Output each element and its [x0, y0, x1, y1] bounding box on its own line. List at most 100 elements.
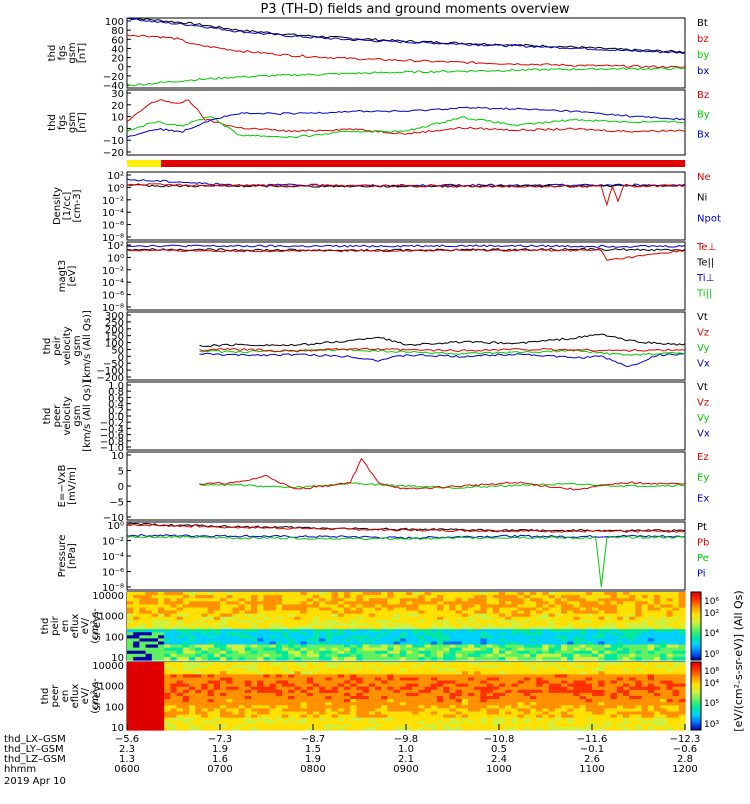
heatmap-cell: [220, 702, 227, 706]
y-tick-label: −10: [103, 136, 124, 147]
heatmap-cell: [449, 726, 457, 731]
heatmap-cell: [151, 662, 159, 666]
heatmap-cell: [176, 604, 184, 609]
heatmap-cell: [387, 705, 395, 709]
heatmap-cell: [356, 626, 364, 630]
heatmap-cell: [530, 677, 537, 682]
heatmap-cell: [499, 638, 506, 643]
legend-Vx: Vx: [697, 429, 710, 440]
heatmap-cell: [207, 671, 215, 675]
heatmap-cell: [133, 622, 140, 627]
heatmap-cell: [356, 680, 364, 685]
heatmap-cell: [430, 699, 438, 703]
heatmap-cell: [213, 696, 221, 700]
heatmap-cell: [424, 705, 432, 709]
heatmap-cell: [201, 622, 209, 627]
heatmap-cell: [300, 610, 308, 615]
heatmap-cell: [164, 665, 171, 669]
heatmap-cell: [585, 723, 593, 728]
heatmap-cell: [536, 622, 543, 627]
heatmap-cell: [635, 622, 643, 627]
heatmap-cell: [486, 653, 494, 658]
heatmap-cell: [567, 622, 574, 627]
heatmap-cell: [554, 689, 562, 694]
heatmap-cell: [592, 674, 599, 679]
heatmap-cell: [313, 696, 320, 700]
heatmap-cell: [244, 680, 252, 685]
heatmap-cell: [269, 613, 277, 618]
heatmap-cell: [207, 592, 215, 596]
heatmap-cell: [468, 635, 475, 639]
heatmap-cell: [381, 720, 388, 725]
heatmap-cell: [406, 613, 413, 618]
heatmap-cell: [554, 723, 562, 728]
heatmap-cell: [505, 671, 512, 675]
heatmap-cell: [443, 598, 450, 602]
heatmap-cell: [641, 708, 649, 713]
heatmap-cell: [319, 595, 326, 599]
heatmap-cell: [170, 595, 178, 599]
heatmap-cell: [306, 595, 314, 599]
heatmap-cell: [523, 647, 531, 652]
heatmap-cell: [399, 696, 407, 700]
heatmap-cell: [232, 653, 240, 658]
heatmap-cell: [585, 622, 593, 627]
heatmap-cell: [164, 622, 171, 627]
heatmap-cell: [511, 702, 519, 706]
heatmap-cell: [139, 714, 147, 719]
heatmap-cell: [678, 692, 686, 697]
y-axis-label: gsm: [67, 112, 78, 133]
heatmap-cell: [523, 702, 531, 706]
heatmap-cell: [288, 616, 295, 621]
heatmap-cell: [368, 689, 376, 694]
heatmap-cell: [585, 696, 593, 700]
heatmap-cell: [145, 723, 153, 728]
heatmap-cell: [275, 720, 283, 725]
x-tick-label: −11.6: [577, 734, 608, 745]
y-tick-label: 10⁰: [107, 521, 124, 532]
heatmap-cell: [548, 607, 556, 612]
heatmap-cell: [492, 671, 500, 675]
heatmap-cell: [294, 726, 302, 731]
heatmap-cell: [344, 656, 351, 661]
heatmap-cell: [182, 592, 190, 596]
heatmap-cell: [387, 632, 395, 636]
heatmap-cell: [443, 613, 450, 618]
heatmap-cell: [238, 592, 246, 596]
heatmap-cell: [437, 726, 444, 731]
heatmap-cell: [449, 626, 457, 630]
heatmap-cell: [579, 680, 587, 685]
heatmap-cell: [189, 647, 196, 652]
heatmap-cell: [251, 720, 258, 725]
heatmap-cell: [127, 680, 134, 685]
heatmap-cell: [455, 723, 463, 728]
heatmap-cell: [437, 683, 444, 688]
heatmap-cell: [139, 717, 147, 722]
heatmap-cell: [486, 692, 494, 697]
heatmap-cell: [666, 635, 674, 639]
heatmap-cell: [350, 607, 357, 612]
heatmap-cell: [145, 626, 153, 630]
heatmap-cell: [381, 632, 388, 636]
heatmap-cell: [542, 677, 550, 682]
heatmap-cell: [486, 656, 494, 661]
heatmap-cell: [424, 626, 432, 630]
heatmap-cell: [331, 626, 339, 630]
heatmap-cell: [375, 689, 382, 694]
heatmap-cell: [313, 629, 320, 633]
heatmap-cell: [542, 610, 550, 615]
heatmap-cell: [430, 711, 438, 716]
heatmap-cell: [554, 604, 562, 609]
heatmap-cell: [604, 604, 612, 609]
heatmap-cell: [641, 616, 649, 621]
heatmap-cell: [244, 613, 252, 618]
heatmap-cell: [319, 641, 326, 646]
heatmap-cell: [350, 714, 357, 719]
heatmap-cell: [195, 662, 202, 666]
heatmap-cell: [678, 604, 686, 609]
heatmap-cell: [641, 644, 649, 649]
y-tick-label: 10⁰: [107, 253, 124, 264]
heatmap-cell: [530, 699, 537, 703]
heatmap-cell: [232, 699, 240, 703]
heatmap-cell: [554, 702, 562, 706]
